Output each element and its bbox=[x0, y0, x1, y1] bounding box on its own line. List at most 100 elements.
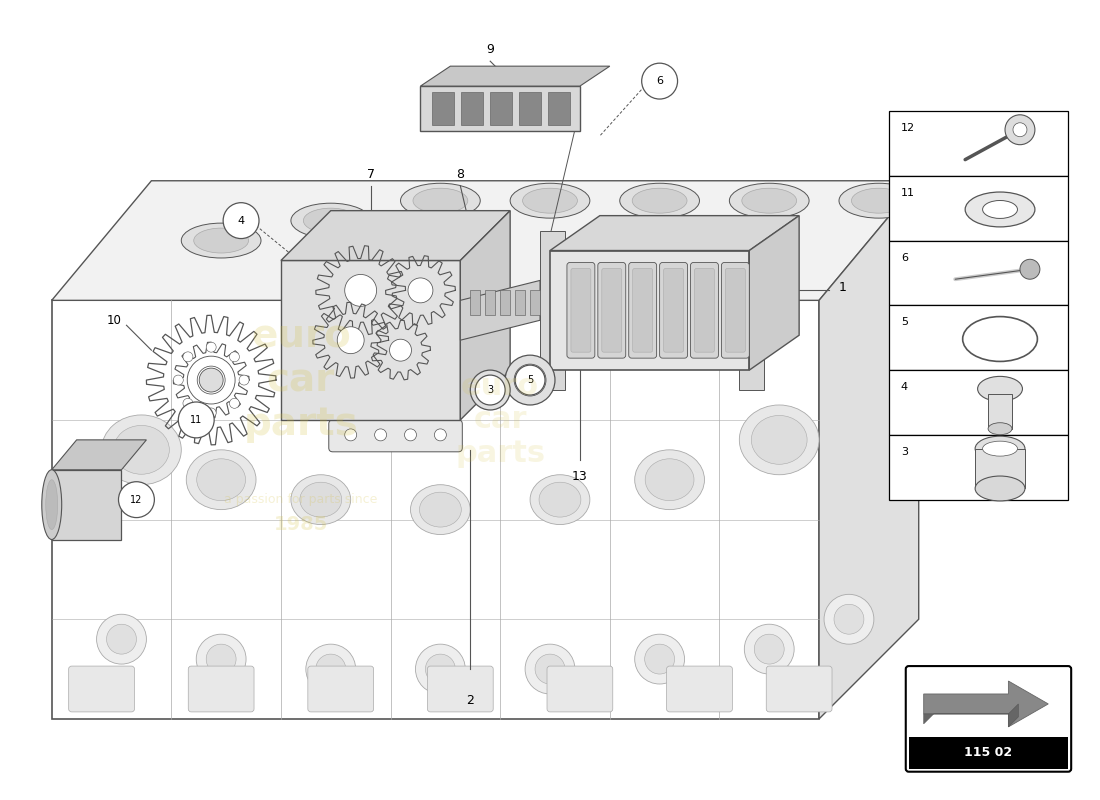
Polygon shape bbox=[550, 216, 799, 250]
Bar bbox=[515, 290, 525, 315]
Circle shape bbox=[197, 366, 226, 394]
Ellipse shape bbox=[522, 188, 578, 213]
Text: 10: 10 bbox=[107, 314, 121, 326]
Circle shape bbox=[405, 429, 417, 441]
Circle shape bbox=[475, 375, 505, 405]
Ellipse shape bbox=[972, 324, 1027, 354]
Polygon shape bbox=[52, 440, 146, 470]
Ellipse shape bbox=[619, 183, 700, 218]
Ellipse shape bbox=[729, 183, 810, 218]
Text: 4: 4 bbox=[901, 382, 908, 392]
Text: 6: 6 bbox=[656, 76, 663, 86]
Circle shape bbox=[635, 634, 684, 684]
Text: 3: 3 bbox=[901, 447, 908, 457]
Circle shape bbox=[97, 614, 146, 664]
Circle shape bbox=[230, 352, 240, 362]
Text: 5: 5 bbox=[901, 318, 908, 327]
Bar bbox=[988, 394, 1012, 429]
Circle shape bbox=[107, 624, 136, 654]
Ellipse shape bbox=[635, 450, 704, 510]
FancyBboxPatch shape bbox=[663, 269, 683, 352]
FancyBboxPatch shape bbox=[767, 666, 832, 712]
Ellipse shape bbox=[839, 183, 918, 218]
Circle shape bbox=[187, 356, 235, 404]
FancyBboxPatch shape bbox=[547, 666, 613, 712]
Ellipse shape bbox=[42, 470, 62, 539]
Circle shape bbox=[316, 654, 345, 684]
Ellipse shape bbox=[510, 183, 590, 218]
Ellipse shape bbox=[751, 415, 807, 464]
FancyBboxPatch shape bbox=[694, 269, 714, 352]
Polygon shape bbox=[924, 704, 1019, 727]
Polygon shape bbox=[460, 210, 510, 420]
Bar bbox=[540, 230, 565, 390]
Text: 115 02: 115 02 bbox=[965, 746, 1012, 759]
Ellipse shape bbox=[962, 317, 1037, 362]
Ellipse shape bbox=[978, 376, 1023, 402]
Text: 7: 7 bbox=[366, 168, 375, 181]
Bar bbox=[519, 92, 541, 125]
Circle shape bbox=[645, 644, 674, 674]
Circle shape bbox=[375, 429, 386, 441]
Ellipse shape bbox=[186, 450, 256, 510]
Ellipse shape bbox=[194, 228, 249, 253]
Circle shape bbox=[206, 644, 236, 674]
Ellipse shape bbox=[982, 201, 1018, 218]
Circle shape bbox=[1005, 114, 1035, 145]
Ellipse shape bbox=[290, 203, 371, 238]
Bar bbox=[889, 241, 1068, 306]
Circle shape bbox=[416, 644, 465, 694]
Ellipse shape bbox=[101, 415, 182, 485]
Circle shape bbox=[183, 398, 192, 408]
Circle shape bbox=[239, 375, 249, 385]
FancyBboxPatch shape bbox=[329, 420, 462, 452]
Circle shape bbox=[306, 644, 355, 694]
Text: a passion for parts since: a passion for parts since bbox=[224, 493, 377, 506]
Text: 5: 5 bbox=[527, 375, 534, 385]
Ellipse shape bbox=[739, 405, 820, 474]
FancyBboxPatch shape bbox=[597, 262, 626, 358]
Text: 13: 13 bbox=[572, 470, 587, 482]
Ellipse shape bbox=[410, 485, 471, 534]
Ellipse shape bbox=[982, 441, 1018, 456]
Polygon shape bbox=[749, 216, 799, 370]
FancyBboxPatch shape bbox=[905, 666, 1071, 772]
Bar bbox=[739, 230, 764, 390]
Ellipse shape bbox=[113, 426, 169, 474]
FancyBboxPatch shape bbox=[667, 666, 733, 712]
Ellipse shape bbox=[741, 188, 796, 213]
Circle shape bbox=[183, 352, 192, 362]
Circle shape bbox=[178, 402, 215, 438]
FancyBboxPatch shape bbox=[691, 262, 718, 358]
Text: 3: 3 bbox=[487, 385, 493, 395]
Ellipse shape bbox=[988, 422, 1012, 434]
Circle shape bbox=[745, 624, 794, 674]
Polygon shape bbox=[331, 420, 460, 450]
Polygon shape bbox=[820, 181, 918, 719]
Text: 8: 8 bbox=[456, 168, 464, 181]
Bar bbox=[889, 306, 1068, 370]
Bar bbox=[909, 737, 1068, 769]
Ellipse shape bbox=[975, 436, 1025, 461]
Circle shape bbox=[514, 364, 546, 396]
Circle shape bbox=[1013, 122, 1027, 137]
Ellipse shape bbox=[400, 183, 481, 218]
FancyBboxPatch shape bbox=[629, 262, 657, 358]
Circle shape bbox=[206, 408, 217, 418]
Bar bbox=[461, 92, 483, 125]
Text: 12: 12 bbox=[130, 494, 143, 505]
Circle shape bbox=[206, 342, 217, 352]
Circle shape bbox=[426, 654, 455, 684]
Circle shape bbox=[434, 429, 447, 441]
Circle shape bbox=[1020, 259, 1040, 279]
FancyBboxPatch shape bbox=[308, 666, 374, 712]
Circle shape bbox=[223, 202, 258, 238]
Bar bbox=[889, 111, 1068, 176]
Text: 6: 6 bbox=[901, 253, 908, 262]
Ellipse shape bbox=[646, 458, 694, 501]
Text: 2: 2 bbox=[466, 694, 474, 707]
Ellipse shape bbox=[419, 492, 461, 527]
Polygon shape bbox=[460, 281, 540, 340]
FancyBboxPatch shape bbox=[571, 269, 591, 352]
Circle shape bbox=[824, 594, 873, 644]
